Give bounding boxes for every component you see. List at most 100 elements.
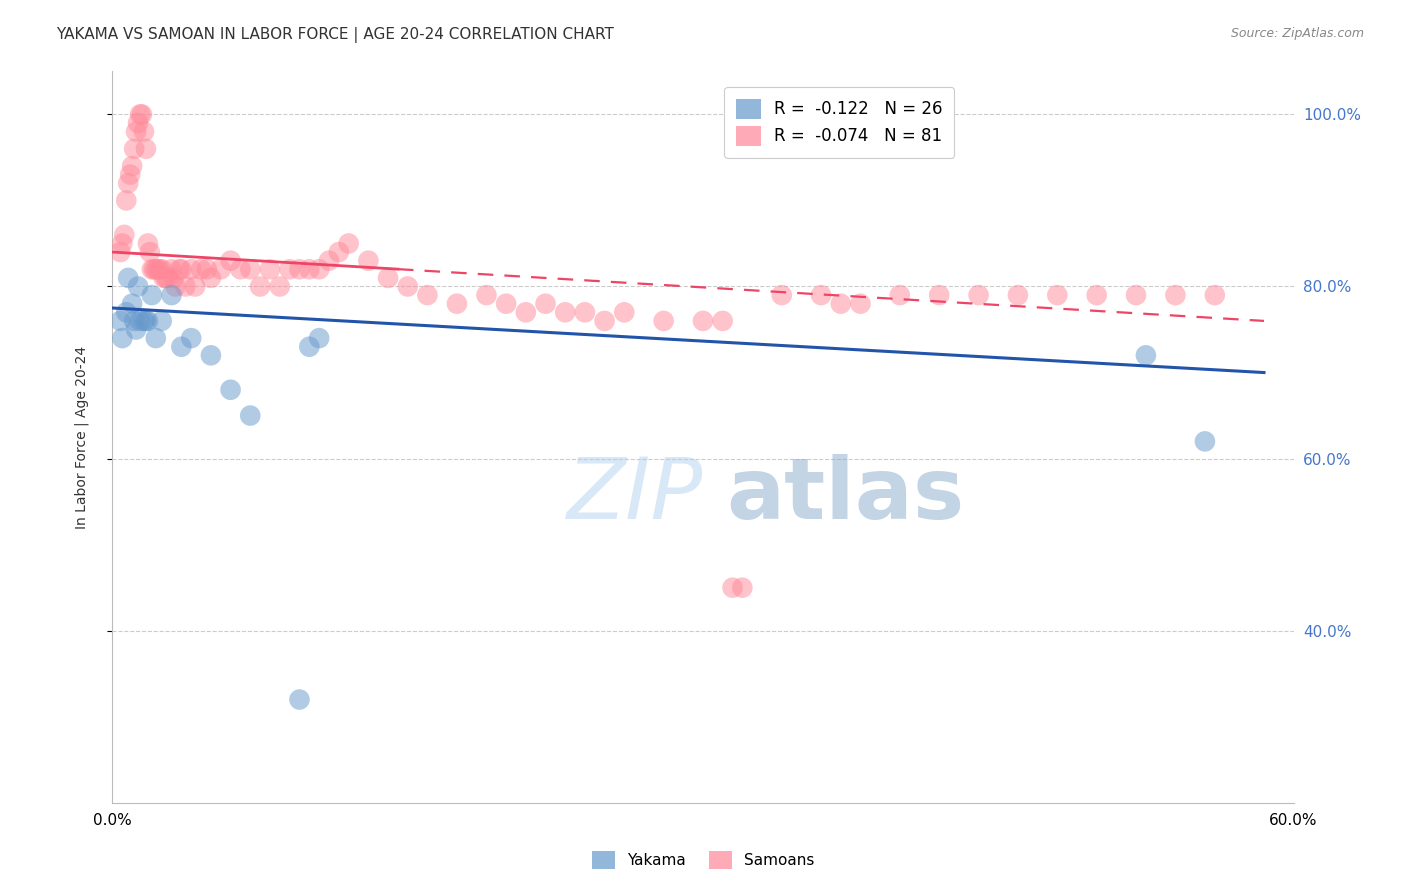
Point: [131, 107, 153, 121]
Point: [249, 279, 271, 293]
Point: [721, 581, 744, 595]
Point: [1125, 288, 1147, 302]
Point: [165, 279, 187, 293]
Point: [269, 279, 291, 293]
Point: [1135, 348, 1157, 362]
Point: [337, 236, 360, 251]
Point: [288, 692, 311, 706]
Point: [122, 314, 145, 328]
Point: [180, 331, 202, 345]
Point: [132, 125, 155, 139]
Point: [475, 288, 498, 302]
Point: [770, 288, 793, 302]
Point: [318, 253, 340, 268]
Point: [135, 314, 157, 328]
Point: [117, 271, 139, 285]
Point: [613, 305, 636, 319]
Point: [127, 116, 149, 130]
Point: [357, 253, 380, 268]
Point: [652, 314, 675, 328]
Point: [219, 253, 242, 268]
Point: [136, 236, 159, 251]
Point: [810, 288, 832, 302]
Point: [554, 305, 576, 319]
Point: [115, 305, 138, 319]
Text: YAKAMA VS SAMOAN IN LABOR FORCE | AGE 20-24 CORRELATION CHART: YAKAMA VS SAMOAN IN LABOR FORCE | AGE 20…: [56, 27, 614, 43]
Point: [889, 288, 911, 302]
Point: [121, 296, 143, 310]
Point: [139, 245, 162, 260]
Point: [534, 296, 557, 310]
Point: [152, 271, 174, 285]
Point: [200, 271, 222, 285]
Point: [111, 331, 134, 345]
Point: [121, 159, 143, 173]
Point: [967, 288, 990, 302]
Y-axis label: In Labor Force | Age 20-24: In Labor Force | Age 20-24: [75, 345, 89, 529]
Point: [142, 262, 165, 277]
Point: [239, 409, 262, 423]
Point: [146, 262, 169, 277]
Point: [200, 348, 222, 362]
Point: [145, 262, 167, 277]
Point: [184, 279, 207, 293]
Text: atlas: atlas: [727, 454, 965, 537]
Point: [1164, 288, 1187, 302]
Point: [830, 296, 852, 310]
Text: ZIP: ZIP: [567, 454, 703, 537]
Point: [141, 262, 163, 277]
Point: [162, 271, 184, 285]
Point: [120, 168, 142, 182]
Point: [731, 581, 754, 595]
Point: [149, 262, 172, 277]
Point: [135, 142, 157, 156]
Point: [115, 194, 138, 208]
Point: [122, 142, 145, 156]
Point: [141, 288, 163, 302]
Point: [150, 262, 173, 277]
Point: [593, 314, 616, 328]
Point: [160, 288, 183, 302]
Point: [495, 296, 517, 310]
Point: [849, 296, 872, 310]
Point: [110, 314, 132, 328]
Point: [574, 305, 596, 319]
Point: [711, 314, 734, 328]
Point: [515, 305, 537, 319]
Point: [928, 288, 950, 302]
Point: [180, 262, 202, 277]
Point: [112, 227, 135, 242]
Point: [229, 262, 252, 277]
Point: [446, 296, 468, 310]
Point: [150, 314, 173, 328]
Point: [195, 262, 218, 277]
Legend: Yakama, Samoans: Yakama, Samoans: [586, 845, 820, 875]
Point: [174, 279, 197, 293]
Point: [288, 262, 311, 277]
Point: [160, 262, 183, 277]
Point: [132, 314, 155, 328]
Point: [308, 262, 330, 277]
Point: [377, 271, 399, 285]
Legend: R =  -0.122   N = 26, R =  -0.074   N = 81: R = -0.122 N = 26, R = -0.074 N = 81: [724, 87, 955, 158]
Point: [127, 279, 149, 293]
Point: [1204, 288, 1226, 302]
Point: [125, 322, 148, 336]
Point: [416, 288, 439, 302]
Point: [145, 331, 167, 345]
Point: [259, 262, 281, 277]
Point: [156, 271, 179, 285]
Point: [155, 271, 177, 285]
Point: [278, 262, 301, 277]
Point: [308, 331, 330, 345]
Point: [129, 314, 152, 328]
Point: [169, 262, 191, 277]
Point: [111, 236, 134, 251]
Point: [1046, 288, 1069, 302]
Point: [170, 340, 193, 354]
Point: [190, 262, 212, 277]
Point: [219, 383, 242, 397]
Point: [692, 314, 714, 328]
Text: Source: ZipAtlas.com: Source: ZipAtlas.com: [1230, 27, 1364, 40]
Point: [298, 262, 321, 277]
